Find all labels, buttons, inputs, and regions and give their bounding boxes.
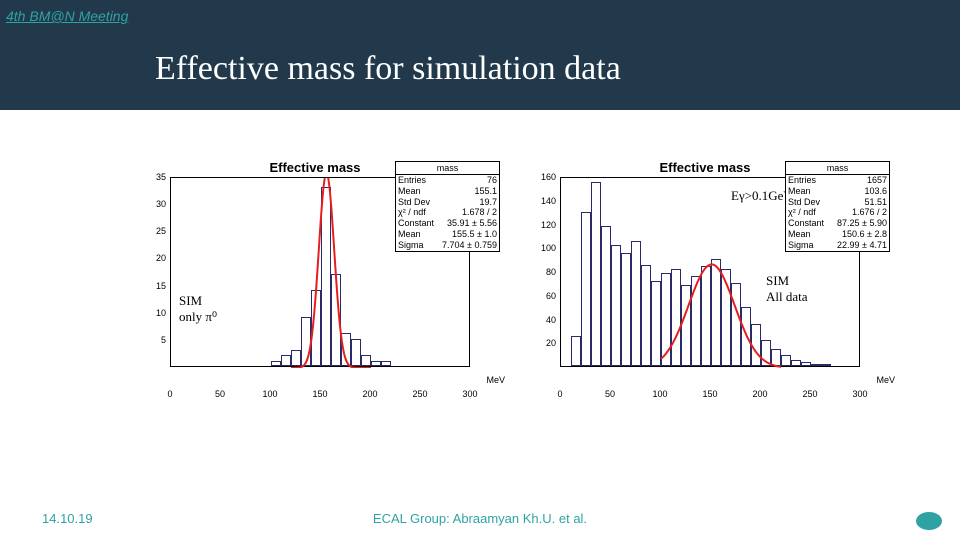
- plot-left-box: 5101520253035 SIM only π⁰ massEntries76M…: [130, 177, 500, 387]
- plot-left-sim-label: SIM: [179, 293, 217, 309]
- page-title: Effective mass for simulation data: [155, 50, 621, 88]
- fit-curve: [661, 264, 781, 367]
- x-tick: 100: [652, 389, 667, 399]
- stat-row: Mean155.5 ± 1.0: [396, 229, 499, 240]
- plot-right-top-label: Eγ>0.1GeV: [731, 188, 793, 204]
- x-tick: 300: [852, 389, 867, 399]
- header-bar: 4th BM@N Meeting Effective mass for simu…: [0, 0, 960, 110]
- y-tick: 20: [156, 253, 166, 263]
- y-tick: 140: [541, 196, 556, 206]
- y-tick: 80: [546, 267, 556, 277]
- slide: 4th BM@N Meeting Effective mass for simu…: [0, 0, 960, 540]
- stat-row: χ² / ndf1.678 / 2: [396, 207, 499, 218]
- stat-row: Entries76: [396, 175, 499, 186]
- y-tick: 35: [156, 172, 166, 182]
- stat-row: Sigma22.99 ± 4.71: [786, 240, 889, 251]
- stat-header: mass: [786, 162, 889, 175]
- plot-left-only-label: only π⁰: [179, 309, 217, 325]
- x-tick: 0: [557, 389, 562, 399]
- y-tick: 25: [156, 226, 166, 236]
- x-tick: 100: [262, 389, 277, 399]
- plot-left-yticks: 5101520253035: [130, 177, 168, 367]
- stat-row: Std Dev51.51: [786, 197, 889, 208]
- plot-right: Effective mass 20406080100120140160 Eγ>0…: [520, 160, 890, 387]
- plot-left-xunit: MeV: [486, 375, 505, 385]
- decorative-ellipse: [916, 512, 942, 530]
- y-tick: 40: [546, 315, 556, 325]
- y-tick: 10: [156, 308, 166, 318]
- x-tick: 250: [802, 389, 817, 399]
- plots-row: Effective mass 5101520253035 SIM only π⁰…: [130, 160, 890, 387]
- fit-curve: [291, 178, 371, 368]
- y-tick: 30: [156, 199, 166, 209]
- stat-header: mass: [396, 162, 499, 175]
- footer-credit: ECAL Group: Abraamyan Kh.U. et al.: [0, 511, 960, 526]
- y-tick: 120: [541, 220, 556, 230]
- stat-row: Mean150.6 ± 2.8: [786, 229, 889, 240]
- stat-row: Mean155.1: [396, 186, 499, 197]
- plot-right-xunit: MeV: [876, 375, 895, 385]
- stat-row: Sigma7.704 ± 0.759: [396, 240, 499, 251]
- x-tick: 0: [167, 389, 172, 399]
- x-tick: 150: [702, 389, 717, 399]
- y-tick: 160: [541, 172, 556, 182]
- plot-right-inner-label: SIM All data: [766, 273, 808, 305]
- stat-row: Constant35.91 ± 5.56: [396, 218, 499, 229]
- stat-row: Entries1657: [786, 175, 889, 186]
- y-tick: 15: [156, 281, 166, 291]
- plot-left: Effective mass 5101520253035 SIM only π⁰…: [130, 160, 500, 387]
- plot-right-statbox: massEntries1657Mean103.6Std Dev51.51χ² /…: [785, 161, 890, 252]
- y-tick: 100: [541, 243, 556, 253]
- plot-right-all-label: All data: [766, 289, 808, 305]
- plot-right-box: 20406080100120140160 Eγ>0.1GeV SIM All d…: [520, 177, 890, 387]
- x-tick: 50: [605, 389, 615, 399]
- stat-row: Constant87.25 ± 5.90: [786, 218, 889, 229]
- stat-row: χ² / ndf1.676 / 2: [786, 207, 889, 218]
- plot-right-yticks: 20406080100120140160: [520, 177, 558, 367]
- y-tick: 60: [546, 291, 556, 301]
- stat-row: Std Dev19.7: [396, 197, 499, 208]
- x-tick: 150: [312, 389, 327, 399]
- x-tick: 50: [215, 389, 225, 399]
- x-tick: 300: [462, 389, 477, 399]
- x-tick: 200: [752, 389, 767, 399]
- stat-row: Mean103.6: [786, 186, 889, 197]
- x-tick: 250: [412, 389, 427, 399]
- plot-left-inner-label: SIM only π⁰: [179, 293, 217, 325]
- plot-left-statbox: massEntries76Mean155.1Std Dev19.7χ² / nd…: [395, 161, 500, 252]
- y-tick: 20: [546, 338, 556, 348]
- plot-right-sim-label: SIM: [766, 273, 808, 289]
- x-tick: 200: [362, 389, 377, 399]
- y-tick: 5: [161, 335, 166, 345]
- meeting-link[interactable]: 4th BM@N Meeting: [6, 8, 128, 24]
